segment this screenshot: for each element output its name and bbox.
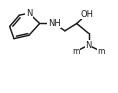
Text: N: N	[85, 41, 92, 50]
Text: OH: OH	[80, 10, 93, 19]
Text: N: N	[26, 9, 32, 18]
Text: m: m	[97, 47, 105, 56]
Text: m: m	[72, 47, 80, 56]
Text: NH: NH	[48, 19, 61, 28]
